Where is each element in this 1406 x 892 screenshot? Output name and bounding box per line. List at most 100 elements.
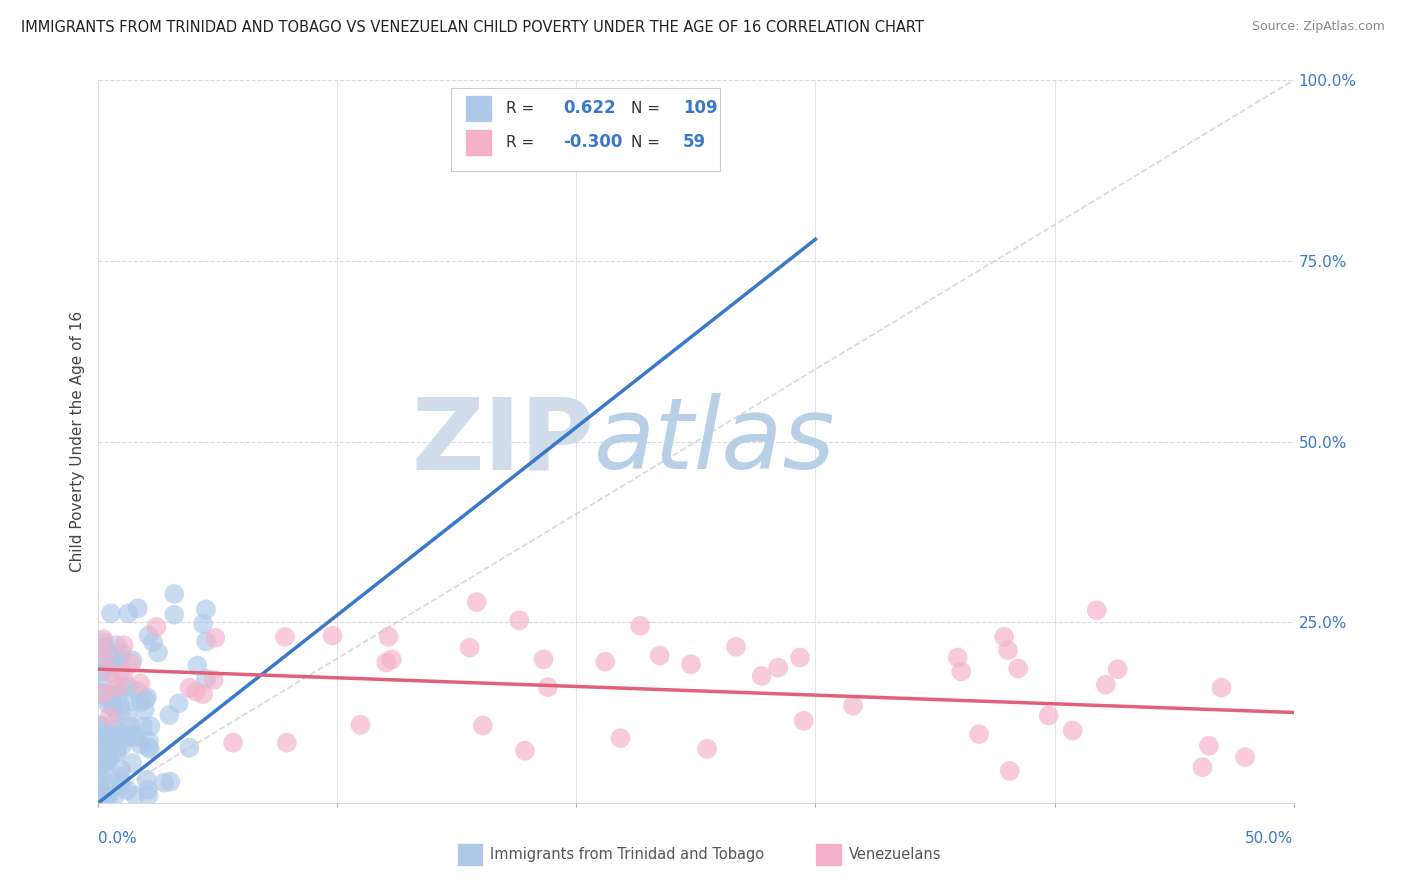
Point	[142, 635, 165, 649]
Point	[96, 735, 118, 749]
Point	[138, 740, 160, 755]
Point	[179, 740, 201, 755]
Point	[97, 754, 120, 768]
Point	[274, 630, 297, 644]
Point	[375, 656, 398, 670]
Point	[768, 661, 790, 675]
Point	[108, 769, 131, 783]
Point	[751, 669, 773, 683]
Point	[135, 692, 157, 706]
Point	[1234, 750, 1257, 764]
Point	[595, 655, 617, 669]
Point	[96, 729, 118, 743]
Point	[135, 772, 157, 787]
Point	[100, 733, 122, 747]
Text: 109: 109	[683, 100, 717, 118]
Point	[97, 789, 120, 803]
Point	[91, 635, 114, 649]
Point	[105, 745, 128, 759]
Point	[112, 638, 135, 652]
Text: 59: 59	[683, 134, 706, 152]
Point	[157, 708, 180, 723]
Point	[90, 731, 112, 745]
Point	[94, 640, 117, 655]
Point	[94, 754, 117, 768]
Point	[117, 607, 139, 621]
Bar	[465, 128, 492, 156]
Point	[96, 789, 118, 803]
Point	[696, 741, 718, 756]
Point	[127, 601, 149, 615]
Point	[191, 687, 214, 701]
Point	[110, 663, 132, 677]
Point	[195, 672, 218, 686]
Point	[90, 756, 112, 770]
Point	[97, 698, 120, 712]
Point	[94, 789, 117, 803]
Point	[101, 689, 124, 703]
Text: Source: ZipAtlas.com: Source: ZipAtlas.com	[1251, 20, 1385, 33]
Point	[1191, 760, 1213, 774]
Point	[94, 648, 117, 663]
Y-axis label: Child Poverty Under the Age of 16: Child Poverty Under the Age of 16	[70, 311, 86, 572]
Text: ZIP: ZIP	[412, 393, 595, 490]
Point	[163, 607, 186, 622]
Point	[90, 718, 112, 732]
Point	[105, 638, 128, 652]
Point	[194, 602, 217, 616]
Point	[465, 595, 488, 609]
Point	[1211, 681, 1233, 695]
Point	[648, 648, 671, 663]
Point	[110, 703, 132, 717]
Point	[122, 694, 145, 708]
Point	[108, 729, 131, 743]
Point	[138, 628, 160, 642]
Point	[98, 709, 121, 723]
Point	[110, 679, 132, 693]
Text: 0.622: 0.622	[564, 100, 616, 118]
Text: Venezuelans: Venezuelans	[849, 847, 942, 863]
Point	[120, 720, 142, 734]
Point	[381, 652, 404, 666]
Point	[184, 684, 207, 698]
Text: N =: N =	[631, 135, 661, 150]
Point	[139, 742, 162, 756]
Point	[127, 684, 149, 698]
Point	[98, 657, 121, 672]
Point	[108, 698, 131, 712]
Text: 50.0%: 50.0%	[1246, 830, 1294, 846]
Point	[94, 687, 117, 701]
Point	[129, 738, 152, 752]
Point	[91, 764, 114, 778]
Point	[186, 658, 208, 673]
Point	[93, 632, 115, 647]
Point	[101, 691, 124, 706]
Point	[993, 630, 1015, 644]
Point	[94, 687, 117, 701]
Point	[153, 775, 176, 789]
Point	[103, 722, 125, 736]
Point	[204, 631, 226, 645]
Point	[132, 719, 155, 733]
Point	[458, 640, 481, 655]
Text: 0.0%: 0.0%	[98, 830, 138, 846]
Text: IMMIGRANTS FROM TRINIDAD AND TOBAGO VS VENEZUELAN CHILD POVERTY UNDER THE AGE OF: IMMIGRANTS FROM TRINIDAD AND TOBAGO VS V…	[21, 20, 924, 35]
Point	[91, 736, 114, 750]
Point	[111, 739, 134, 753]
Point	[107, 688, 129, 702]
Point	[997, 643, 1019, 657]
Bar	[465, 95, 492, 122]
Point	[117, 728, 139, 742]
Text: N =: N =	[631, 101, 661, 116]
Point	[101, 700, 124, 714]
Point	[114, 731, 136, 746]
Point	[121, 657, 143, 671]
FancyBboxPatch shape	[451, 87, 720, 170]
Point	[90, 773, 112, 788]
Point	[1085, 603, 1108, 617]
Point	[90, 718, 112, 732]
Point	[107, 680, 129, 694]
Point	[94, 650, 117, 665]
Point	[90, 652, 112, 666]
Point	[946, 650, 969, 665]
